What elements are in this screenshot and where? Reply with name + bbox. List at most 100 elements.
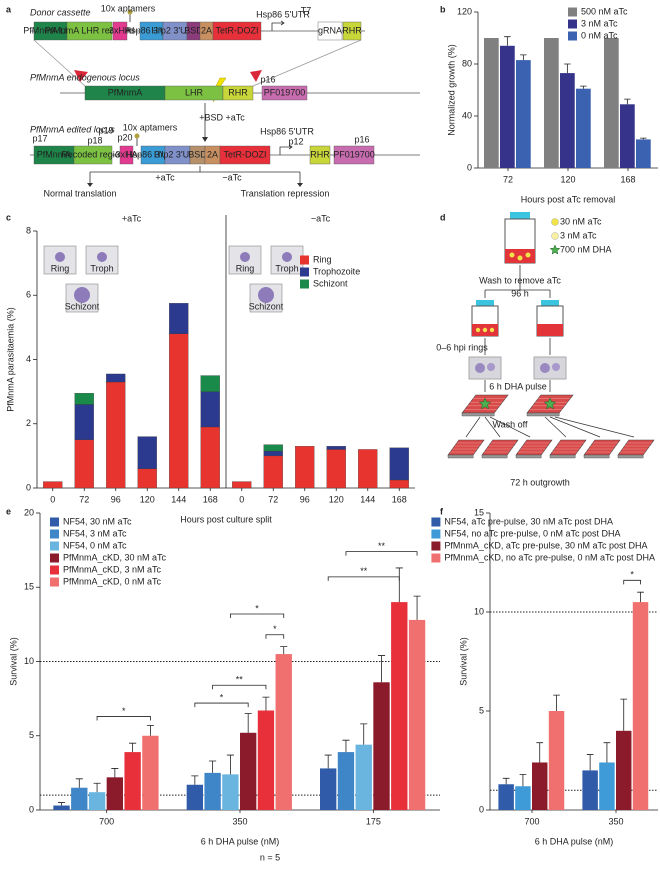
diagram-label: 10x aptamers	[123, 122, 178, 132]
error-bar	[93, 782, 101, 793]
block-label: RHR	[228, 87, 248, 97]
diagram-label: p12	[288, 136, 303, 146]
y-tick-label: 0	[26, 482, 31, 492]
bar-segment	[200, 375, 220, 392]
bar	[142, 735, 159, 810]
plate	[583, 439, 621, 456]
legend-swatch	[50, 553, 59, 563]
locus-name: PfMnmA endogenous locus	[30, 72, 140, 82]
x-tick-label: 96	[111, 494, 121, 504]
significance-label: *	[122, 706, 126, 716]
legend-label: Schizont	[313, 278, 348, 288]
bar	[337, 752, 355, 810]
bar-segment	[232, 481, 252, 489]
bar	[515, 786, 531, 810]
bar-segment	[137, 468, 157, 489]
x-tick-label: 700	[99, 816, 114, 826]
bar-segment	[358, 449, 378, 489]
inset-label: Ring	[51, 263, 70, 273]
y-tick-label: 2	[26, 418, 31, 428]
plate-side	[461, 412, 495, 417]
block-label: BSD	[184, 25, 203, 35]
error-bar	[226, 754, 234, 775]
atc-dot	[475, 327, 481, 333]
atc-dot	[517, 255, 523, 261]
y-tick-label: 15	[24, 582, 34, 592]
diagram-label: Hsp86 5'UTR	[260, 126, 314, 136]
block-label: 3xHA	[115, 149, 137, 159]
note: n = 5	[260, 852, 280, 862]
flask-cap	[541, 300, 559, 306]
bar-segment	[106, 381, 126, 489]
y-tick-label: 120	[457, 6, 472, 16]
y-tick-label: 15	[474, 507, 484, 517]
block-label: Recoded region	[61, 149, 125, 159]
error-bar	[75, 778, 83, 788]
bar	[620, 104, 635, 168]
legend-swatch	[431, 517, 441, 527]
error-bar	[342, 739, 350, 753]
error-bar	[504, 36, 511, 46]
connector	[33, 39, 86, 87]
bar-segment	[295, 446, 315, 489]
x-tick-label: 350	[608, 816, 623, 826]
block-label: TetR-DOZI	[215, 25, 258, 35]
legend-label: NF54, 3 nM aTc	[63, 528, 127, 538]
y-tick-label: 10	[474, 606, 484, 616]
panel-letter: b	[440, 4, 446, 14]
legend-swatch	[549, 244, 561, 255]
x-tick-label: 168	[620, 174, 635, 184]
error-bar	[624, 98, 631, 105]
y-tick-label: 0	[29, 804, 34, 814]
significance-label: *	[220, 692, 224, 702]
legend-label: PfMnmA_cKD, aTc pre-pulse, 30 nM aTc pos…	[444, 540, 647, 550]
bar-segment	[74, 393, 94, 405]
plate	[617, 439, 655, 456]
bar	[257, 710, 275, 810]
cell	[540, 363, 550, 373]
significance-label: *	[273, 624, 277, 634]
bar-segment	[106, 373, 126, 383]
error-bar	[191, 775, 199, 785]
significance-label: *	[630, 570, 634, 580]
arrows	[465, 416, 635, 438]
panel-letter: d	[440, 212, 446, 222]
plate-side	[526, 412, 560, 417]
panel-letter: c	[6, 212, 11, 222]
block-label: TetR-DOZI	[223, 149, 266, 159]
diagram-label: +aTc	[155, 172, 175, 182]
block-label: PF019700	[264, 87, 306, 97]
legend-swatch	[568, 31, 577, 41]
gene-block	[261, 85, 308, 101]
bar-segment	[200, 391, 220, 428]
x-tick-label: 72	[79, 494, 89, 504]
gene-block	[333, 145, 375, 165]
legend-label: NF54, aTc pre-pulse, 30 nM aTc post DHA	[444, 516, 613, 526]
error-bar	[520, 54, 527, 61]
y-tick-label: 6	[26, 290, 31, 300]
bar	[532, 762, 548, 810]
error-bar	[360, 723, 368, 745]
significance-bracket	[230, 613, 285, 618]
legend-swatch	[300, 267, 309, 277]
bar	[484, 38, 499, 168]
gene-block	[119, 145, 134, 165]
flask-cap	[476, 300, 494, 306]
arrow-head	[297, 183, 303, 187]
error-bar	[536, 742, 544, 763]
atc-dot	[482, 327, 488, 333]
y-tick-label: 8	[26, 225, 31, 235]
error-bar	[244, 713, 252, 733]
bar-segment	[200, 426, 220, 489]
x-tick-label: 350	[232, 816, 247, 826]
step-label: 96 h	[511, 288, 529, 298]
legend-label: 500 nM aTc	[581, 6, 628, 16]
block-label: gRNA	[318, 25, 342, 35]
bar	[576, 88, 591, 168]
y-tick-label: 0	[479, 804, 484, 814]
legend-label: NF54, no aTc pre-pulse, 0 nM aTc post DH…	[444, 528, 620, 538]
promoter	[279, 144, 293, 155]
dha-star	[543, 397, 557, 410]
flask-cap	[510, 212, 530, 219]
diagram-label: p20	[117, 132, 132, 142]
